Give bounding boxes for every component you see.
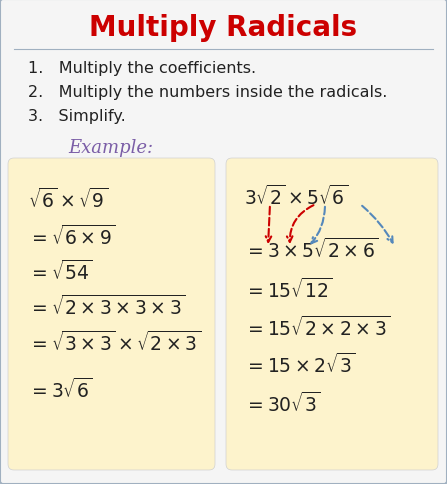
Text: Example:: Example: [68, 139, 153, 157]
Text: $=3\sqrt{6}$: $=3\sqrt{6}$ [28, 377, 93, 401]
Text: $=\sqrt{2\times3\times3\times3}$: $=\sqrt{2\times3\times3\times3}$ [28, 294, 186, 318]
Text: 3.   Simplify.: 3. Simplify. [28, 108, 126, 123]
Text: $=30\sqrt{3}$: $=30\sqrt{3}$ [244, 391, 320, 415]
Text: $=15\sqrt{2\times2\times3}$: $=15\sqrt{2\times2\times3}$ [244, 315, 390, 339]
Text: $=15\sqrt{12}$: $=15\sqrt{12}$ [244, 277, 333, 302]
Text: Multiply Radicals: Multiply Radicals [89, 14, 357, 42]
Text: 2.   Multiply the numbers inside the radicals.: 2. Multiply the numbers inside the radic… [28, 84, 388, 99]
Text: $=15\times2\sqrt{3}$: $=15\times2\sqrt{3}$ [244, 352, 355, 377]
Text: 1.   Multiply the coefficients.: 1. Multiply the coefficients. [28, 60, 256, 76]
FancyBboxPatch shape [8, 159, 215, 470]
FancyBboxPatch shape [226, 159, 438, 470]
Text: $\sqrt{6}\times\sqrt{9}$: $\sqrt{6}\times\sqrt{9}$ [28, 187, 108, 212]
Text: $=\sqrt{3\times3}\times\sqrt{2\times3}$: $=\sqrt{3\times3}\times\sqrt{2\times3}$ [28, 330, 201, 354]
Text: $=\sqrt{54}$: $=\sqrt{54}$ [28, 259, 93, 284]
Text: $=3\times5\sqrt{2\times6}$: $=3\times5\sqrt{2\times6}$ [244, 237, 379, 261]
Text: $3\sqrt{2}\times5\sqrt{6}$: $3\sqrt{2}\times5\sqrt{6}$ [244, 184, 348, 209]
Text: $=\sqrt{6\times9}$: $=\sqrt{6\times9}$ [28, 225, 115, 249]
